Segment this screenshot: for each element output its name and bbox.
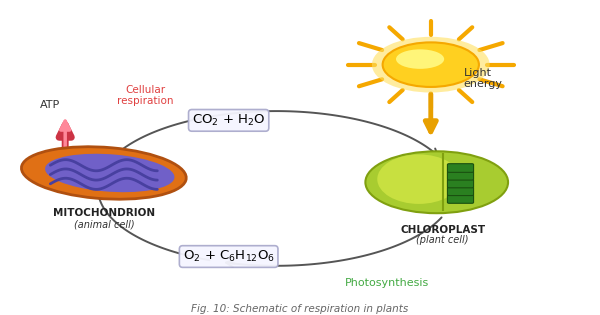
Text: CO$_2$ + H$_2$O: CO$_2$ + H$_2$O [192, 113, 266, 128]
Ellipse shape [45, 154, 175, 192]
Text: MITOCHONDRION: MITOCHONDRION [53, 208, 155, 218]
Text: Photosynthesis: Photosynthesis [344, 278, 429, 288]
Ellipse shape [365, 151, 508, 213]
FancyBboxPatch shape [448, 187, 473, 196]
FancyBboxPatch shape [448, 171, 473, 180]
Text: (plant cell): (plant cell) [416, 234, 469, 244]
Text: Cellular
respiration: Cellular respiration [117, 85, 173, 106]
FancyBboxPatch shape [448, 164, 473, 172]
Text: Fig. 10: Schematic of respiration in plants: Fig. 10: Schematic of respiration in pla… [191, 304, 409, 314]
Text: CHLOROPLAST: CHLOROPLAST [400, 225, 485, 235]
FancyBboxPatch shape [448, 195, 473, 203]
Ellipse shape [372, 37, 490, 93]
FancyBboxPatch shape [448, 179, 473, 188]
Text: Light
energy: Light energy [463, 68, 502, 89]
Text: ATP: ATP [40, 100, 61, 110]
Ellipse shape [22, 147, 186, 199]
Ellipse shape [396, 49, 444, 69]
Ellipse shape [383, 43, 479, 87]
Text: O$_2$ + C$_6$H$_{12}$O$_6$: O$_2$ + C$_6$H$_{12}$O$_6$ [182, 249, 275, 264]
Ellipse shape [377, 154, 460, 204]
Text: (animal cell): (animal cell) [74, 219, 134, 229]
